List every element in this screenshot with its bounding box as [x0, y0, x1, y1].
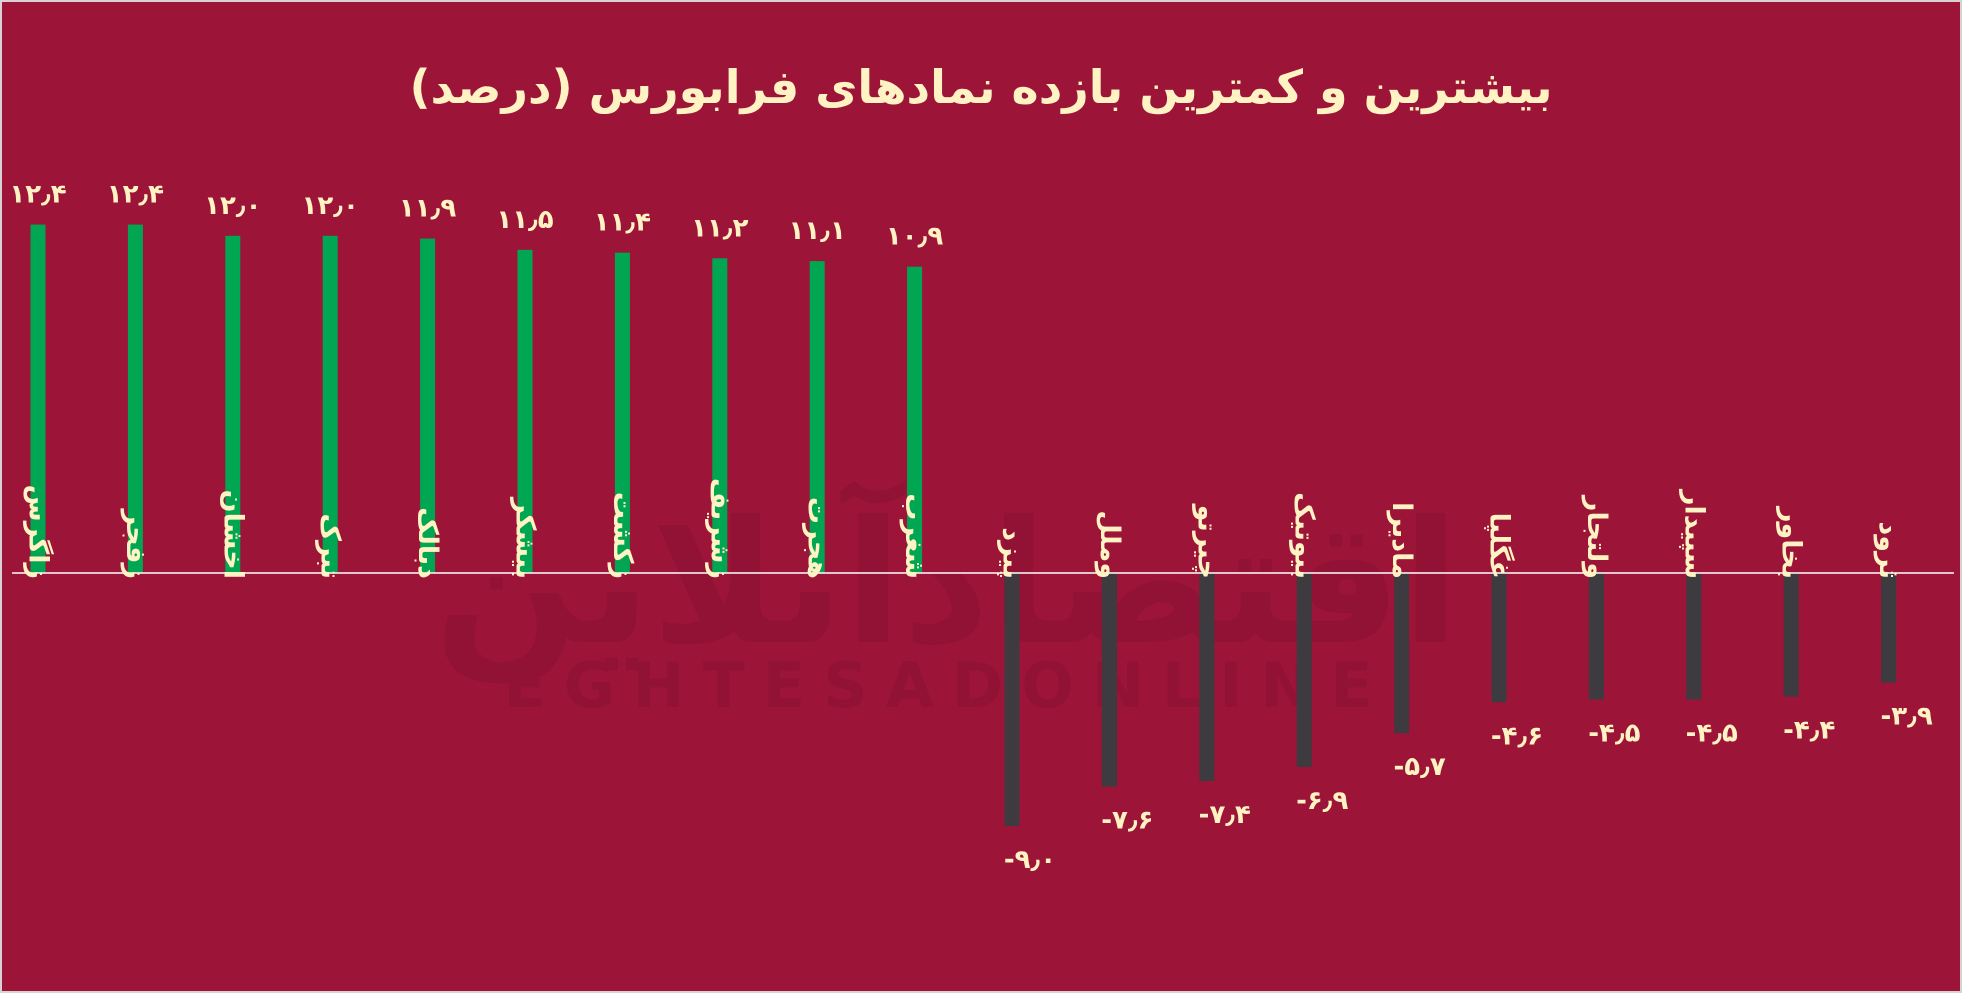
value-label-17: -۴٫۵	[1588, 718, 1640, 748]
value-label-2: ۱۲٫۴	[107, 180, 164, 210]
bar-20	[1881, 573, 1897, 683]
category-label-5: دبالک	[412, 507, 443, 579]
category-label-11: پیزد	[997, 527, 1028, 579]
category-label-17: ولتجار	[1581, 494, 1612, 579]
bar-16	[1491, 573, 1507, 703]
category-label-8: زشریف	[704, 478, 735, 579]
watermark-text: اقتصادآنلاین	[434, 479, 1460, 684]
value-label-20: -۳٫۹	[1880, 702, 1932, 732]
bar-9	[809, 261, 825, 573]
chart-title: بیشترین و کمترین بازده نمادهای فرابورس (…	[409, 60, 1553, 114]
value-label-12: -۷٫۶	[1101, 806, 1153, 836]
category-label-6: بیشکر	[510, 496, 541, 579]
watermark-latin: EGHTESADONLINE	[503, 649, 1390, 722]
category-labels-group: زاگرس زفجر اخشان تبرک دبالک بیشکر زکشت زشریف هجر…	[23, 478, 1905, 579]
bar-6	[517, 249, 533, 573]
category-label-13: چیرتو	[1191, 503, 1222, 579]
category-label-14: بیوتیک	[1289, 492, 1320, 579]
bar-2	[127, 224, 143, 573]
value-label-11: -۹٫۰	[1004, 845, 1056, 875]
category-label-4: تبرک	[315, 513, 346, 579]
value-label-18: -۴٫۵	[1686, 718, 1738, 748]
value-label-8: ۱۱٫۲	[691, 213, 748, 243]
category-label-2: زفجر	[120, 508, 151, 579]
bar-5	[420, 238, 436, 574]
category-label-9: هجرت	[802, 497, 833, 579]
value-label-3: ۱۲٫۰	[204, 191, 261, 221]
category-label-12: وملل	[1094, 510, 1125, 579]
value-label-14: -۶٫۹	[1296, 786, 1348, 816]
value-label-9: ۱۱٫۱	[789, 216, 846, 246]
category-label-18: سپیدار	[1678, 488, 1709, 579]
value-label-6: ۱۱٫۵	[496, 205, 553, 235]
watermark-logo: اقتصادآنلاین EGHTESADONLINE	[434, 479, 1460, 722]
bar-10	[907, 266, 923, 573]
category-label-19: بخاور	[1776, 505, 1807, 579]
bar-8	[712, 258, 728, 573]
category-label-7: زکشت	[607, 492, 638, 579]
category-label-10: شغرب	[899, 493, 930, 579]
bar-7	[614, 252, 630, 573]
value-label-7: ۱۱٫۴	[594, 208, 651, 238]
category-label-3: اخشان	[217, 490, 248, 579]
bars-group	[30, 224, 1897, 826]
value-label-10: ۱۰٫۹	[886, 222, 943, 252]
value-label-4: ۱۲٫۰	[302, 191, 359, 221]
value-label-1: ۱۲٫۴	[9, 180, 66, 210]
bar-12	[1101, 573, 1117, 787]
bar-3	[225, 235, 241, 574]
value-label-5: ۱۱٫۹	[399, 194, 456, 224]
value-label-19: -۴٫۴	[1783, 716, 1835, 746]
category-label-1: زاگرس	[23, 484, 55, 579]
bar-11	[1004, 573, 1020, 826]
category-label-20: ثرود	[1873, 521, 1904, 579]
value-labels-group: ۱۲٫۴ ۱۲٫۴ ۱۲٫۰ ۱۲٫۰ ۱۱٫۹ ۱۱٫۵ ۱۱٫۴ ۱۱٫۲ ۱۱٫۱ ۱۰٫۹…	[9, 180, 1933, 875]
bar-19	[1783, 573, 1799, 697]
bar-1	[30, 224, 46, 573]
value-label-15: -۵٫۷	[1393, 752, 1445, 782]
bar-13	[1199, 573, 1215, 781]
bar-15	[1394, 573, 1410, 734]
bar-4	[322, 235, 338, 574]
bar-17	[1588, 573, 1604, 700]
category-label-16: غگلپا	[1484, 513, 1516, 579]
bar-18	[1686, 573, 1702, 700]
category-label-15: مادیرا	[1386, 502, 1417, 579]
value-label-13: -۷٫۴	[1199, 800, 1251, 830]
value-label-16: -۴٫۶	[1491, 721, 1543, 751]
bar-14	[1296, 573, 1312, 767]
